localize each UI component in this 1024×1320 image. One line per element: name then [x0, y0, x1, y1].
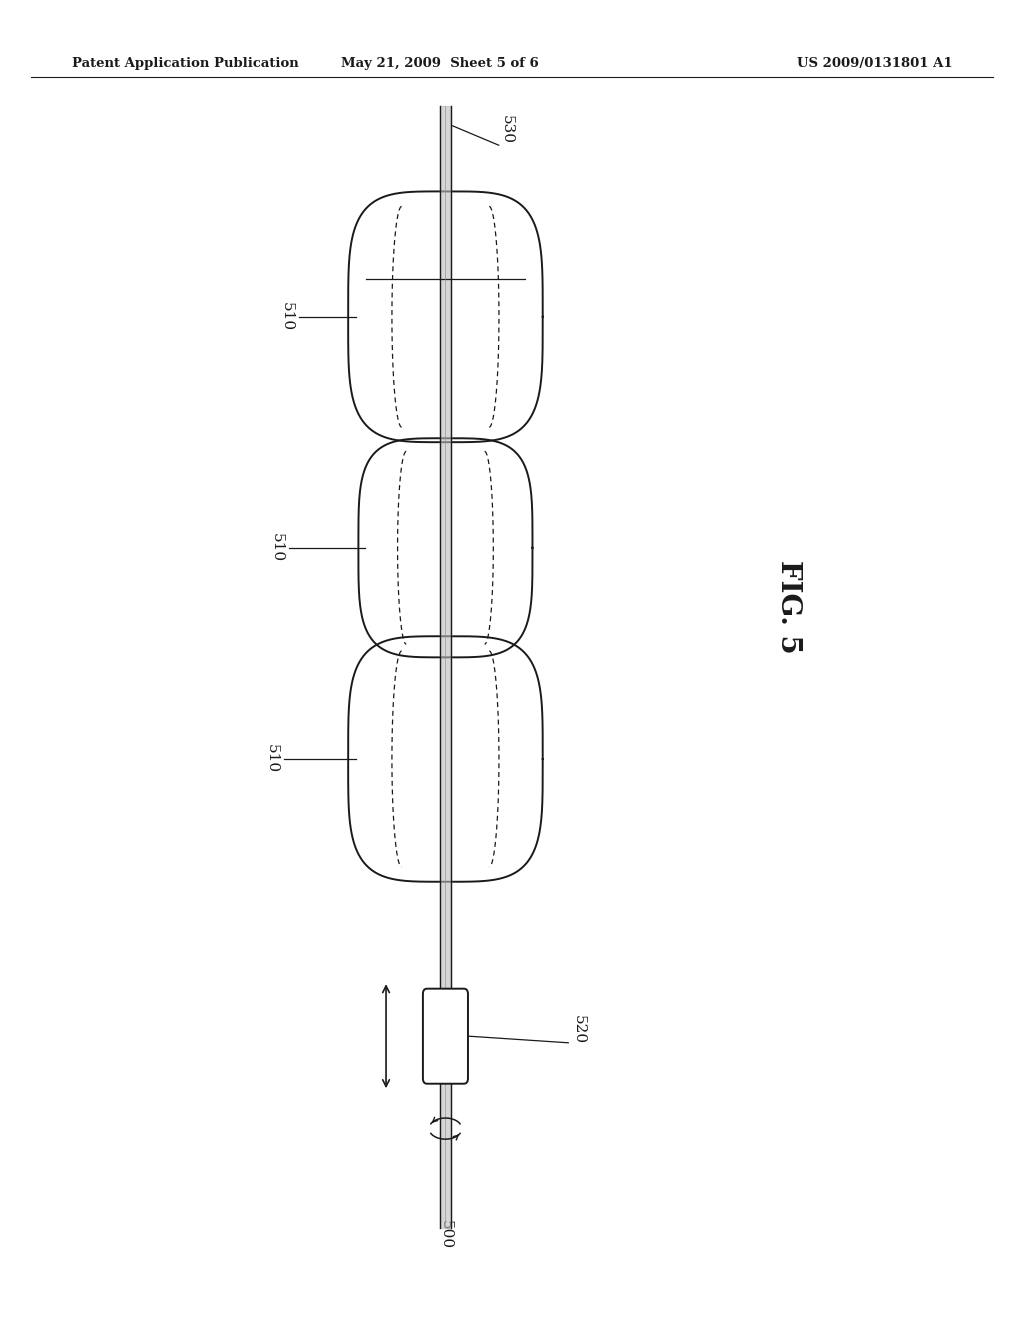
FancyBboxPatch shape: [423, 989, 468, 1084]
Text: May 21, 2009  Sheet 5 of 6: May 21, 2009 Sheet 5 of 6: [341, 57, 540, 70]
Text: 530: 530: [500, 115, 514, 144]
Text: Patent Application Publication: Patent Application Publication: [72, 57, 298, 70]
Text: 510: 510: [269, 533, 284, 562]
Text: FIG. 5: FIG. 5: [775, 560, 802, 655]
Text: 520: 520: [571, 1015, 586, 1044]
Text: 510: 510: [280, 302, 294, 331]
Text: US 2009/0131801 A1: US 2009/0131801 A1: [797, 57, 952, 70]
Text: 510: 510: [264, 744, 279, 774]
Text: 500: 500: [438, 1220, 453, 1249]
